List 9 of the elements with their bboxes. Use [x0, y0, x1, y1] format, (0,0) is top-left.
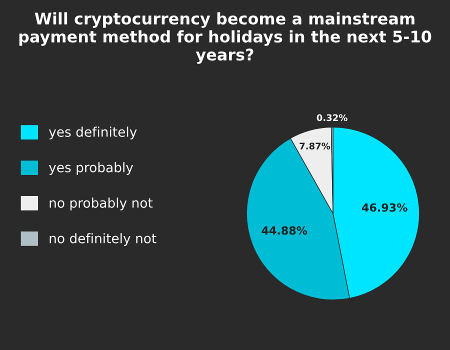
legend-label: no definitely not — [50, 233, 156, 246]
data-label: 0.32% — [316, 114, 348, 122]
data-label: 7.87% — [300, 142, 330, 150]
data-label: 46.93% — [362, 203, 408, 212]
legend-label: no probably not — [50, 198, 153, 210]
legend-label: yes definitely — [48, 126, 137, 140]
chart-title: Will cryptocurrency become a mainstream payment method for holidays in the next 5-10 years? — [19, 12, 432, 64]
data-label: 44.88% — [262, 226, 308, 235]
legend-label: yes probably — [48, 162, 134, 175]
